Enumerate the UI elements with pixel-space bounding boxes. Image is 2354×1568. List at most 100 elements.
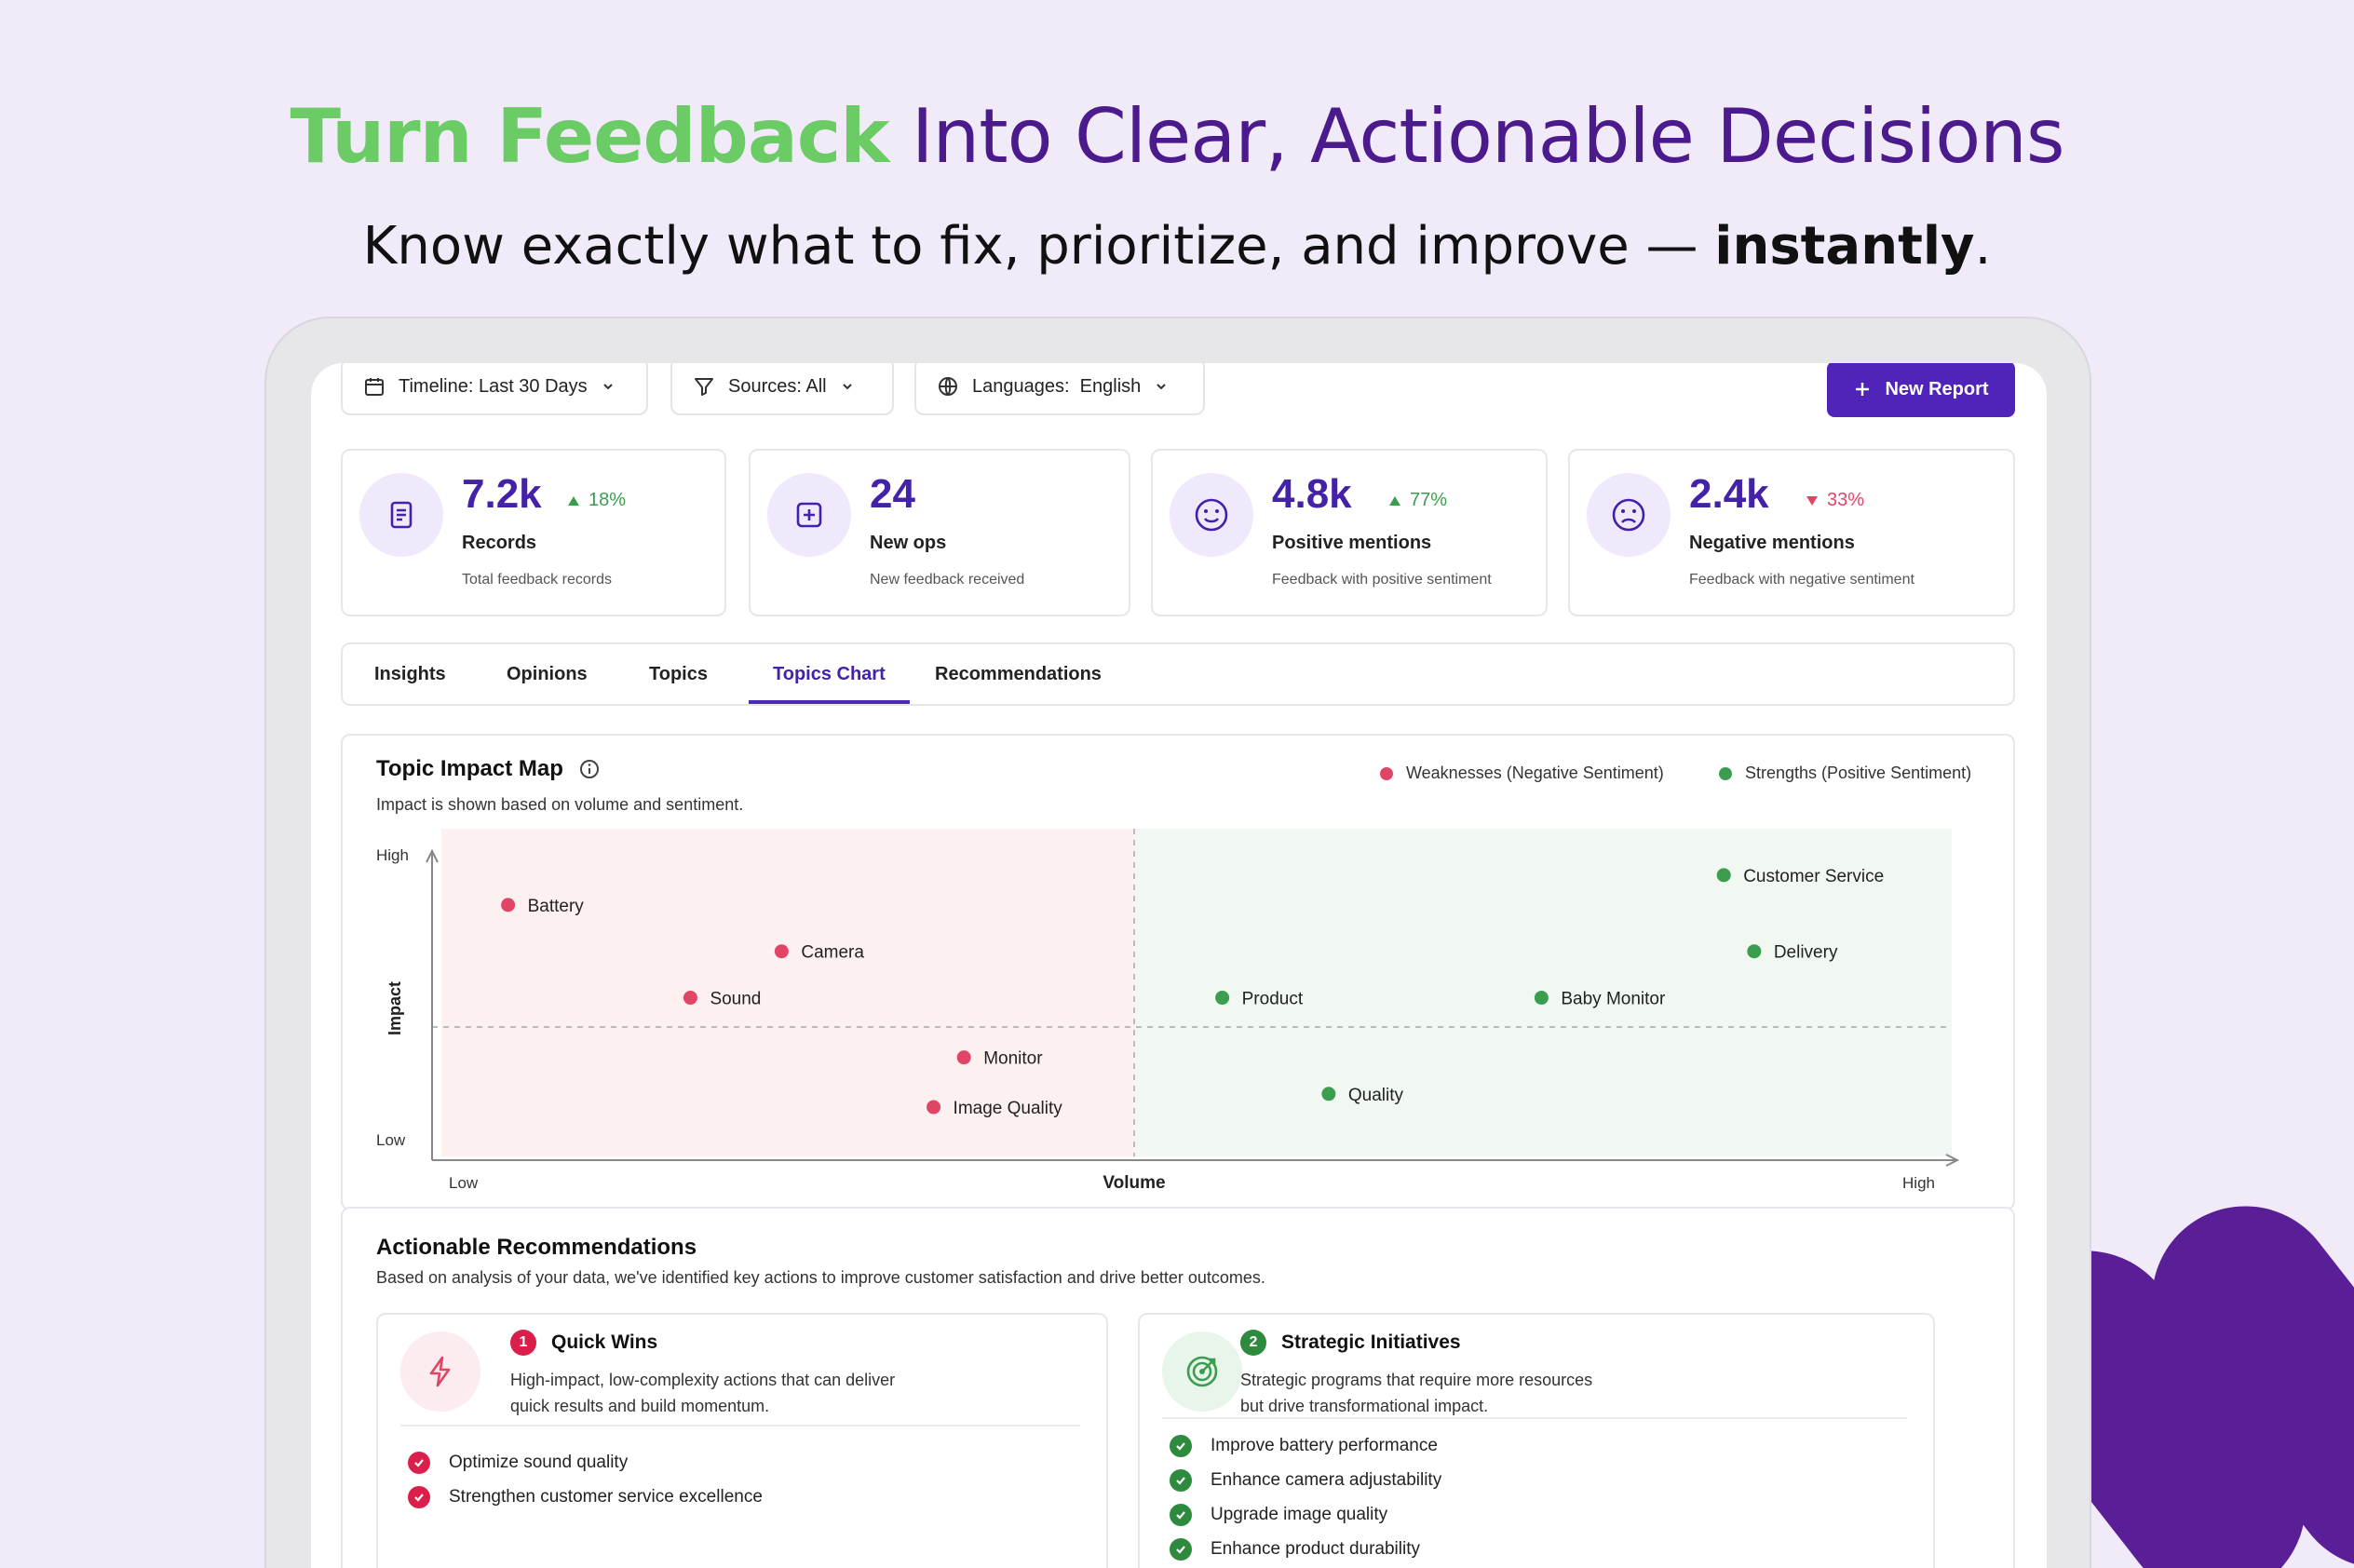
data-point-label: Delivery [1774,943,1838,963]
topic-impact-card: Topic Impact Map Impact is shown based o… [341,734,2015,1210]
data-point-label: Customer Service [1743,867,1884,886]
chart-title-text: Topic Impact Map [376,756,563,781]
list-item: Strengthen customer service excellence [408,1480,763,1514]
stat-trend-value: 77% [1410,490,1448,510]
languages-label: Languages: [972,375,1070,397]
data-point-camera[interactable] [774,944,789,959]
check-icon [408,1451,430,1474]
info-icon[interactable] [578,758,601,780]
tab-topics-chart[interactable]: Topics Chart [749,644,910,704]
tab-insights[interactable]: Insights [374,664,446,684]
data-point-delivery[interactable] [1747,944,1762,959]
hero-title-highlight: Turn Feedback [290,93,889,180]
list-item-label: Upgrade image quality [1211,1504,1388,1524]
quick-wins-heading: 1 Quick Wins [510,1330,657,1356]
tab-bar: Insights Opinions Topics Topics Chart Re… [341,642,2015,706]
chevron-down-icon [1157,384,1166,390]
data-point-label: Image Quality [954,1099,1063,1118]
data-point-battery[interactable] [501,898,516,912]
x-high-label: High [1902,1174,1935,1192]
strategic-list: Improve battery performance Enhance came… [1170,1428,1441,1566]
sources-filter[interactable]: Sources: All [670,363,894,415]
legend-swatch [1380,766,1393,780]
data-point-image-quality[interactable] [927,1100,941,1115]
check-icon [1170,1503,1192,1526]
list-item: Enhance camera adjustability [1170,1463,1441,1497]
plus-icon [1856,383,1870,396]
timeline-filter-label: Timeline: Last 30 Days [399,375,588,397]
hero-subtitle-text: Know exactly what to fix, prioritize, an… [362,216,1715,277]
list-item: Optimize sound quality [408,1445,763,1480]
languages-filter-label: Languages: English [972,376,1141,398]
data-point-quality[interactable] [1321,1087,1336,1102]
chart-subtitle: Impact is shown based on volume and sent… [376,795,744,814]
calendar-icon [365,378,384,396]
list-item-label: Strengthen customer service excellence [449,1486,763,1507]
data-point-sound[interactable] [683,991,697,1006]
stat-value: 24 [870,471,915,517]
y-axis-arrow [426,848,439,863]
tab-recommendations[interactable]: Recommendations [935,664,1102,684]
new-report-button[interactable]: New Report [1827,363,2015,417]
new-report-label: New Report [1885,378,1989,399]
data-point-baby-monitor[interactable] [1534,991,1549,1006]
recommendations-title: Actionable Recommendations [376,1235,697,1260]
filter-icon [695,378,713,396]
timeline-filter[interactable]: Timeline: Last 30 Days [341,363,648,415]
recommendations-subtitle: Based on analysis of your data, we've id… [376,1268,1265,1287]
divider [400,1425,1080,1426]
stat-sub: New feedback received [870,572,1025,588]
tab-topics[interactable]: Topics [649,664,708,684]
languages-filter[interactable]: Languages: English [914,363,1205,415]
stat-label: Records [462,533,537,553]
list-item-label: Enhance camera adjustability [1211,1469,1442,1490]
stat-trend: 18% [566,490,626,511]
hero-subtitle: Know exactly what to fix, prioritize, an… [0,216,2354,277]
legend-swatch [1719,766,1732,780]
stat-card-negative: 2.4k 33% Negative mentions Feedback with… [1568,449,2015,616]
data-point-monitor[interactable] [956,1050,971,1065]
data-point-label: Quality [1348,1086,1404,1105]
tab-opinions[interactable]: Opinions [507,664,588,684]
globe-icon [939,377,957,396]
y-axis-label: Impact [386,981,404,1035]
trend-up-icon [1389,495,1400,506]
stat-value: 7.2k [462,471,542,517]
data-point-product[interactable] [1215,991,1230,1006]
dashboard-screen: Timeline: Last 30 Days Sources: All Lang… [311,363,2047,1568]
stat-card-records: 7.2k 18% Records Total feedback records [341,449,726,616]
trend-up-icon [568,495,579,506]
legend-negative: Weaknesses (Negative Sentiment) [1380,764,1664,783]
recommendations-card: Actionable Recommendations Based on anal… [341,1207,2015,1568]
languages-value: English [1079,375,1142,397]
stat-trend-value: 33% [1827,490,1865,510]
list-item: Upgrade image quality [1170,1497,1441,1532]
data-point-label: Camera [801,943,864,963]
stat-value: 4.8k [1272,471,1352,517]
smile-icon [1170,473,1253,557]
points-layer: Battery Camera Sound Monitor Image Quality Cu… [501,867,1884,1118]
stat-label: Negative mentions [1689,533,1855,553]
description-line: Strategic programs that require more res… [1240,1371,1593,1389]
data-point-customer-service[interactable] [1716,868,1731,883]
legend-positive: Strengths (Positive Sentiment) [1719,764,1971,783]
frown-icon [1587,473,1671,557]
sources-filter-label: Sources: All [728,375,827,397]
stat-sub: Feedback with positive sentiment [1272,572,1492,588]
data-point-label: Battery [528,897,585,916]
x-axis-label: Volume [1103,1173,1165,1193]
description-line: High-impact, low-complexity actions that… [510,1371,896,1389]
x-axis-arrow [1945,1154,1960,1167]
chart-title: Topic Impact Map [376,756,601,782]
stat-trend: 77% [1387,490,1447,511]
chevron-down-icon [842,384,852,390]
quick-wins-description: High-impact, low-complexity actions that… [510,1367,957,1419]
check-icon [1170,1468,1192,1492]
data-point-label: Product [1242,990,1304,1009]
stat-card-positive: 4.8k 77% Positive mentions Feedback with… [1151,449,1548,616]
quick-wins-title: Quick Wins [551,1331,658,1353]
legend-positive-label: Strengths (Positive Sentiment) [1745,764,1972,782]
strategic-heading: 2 Strategic Initiatives [1240,1330,1461,1356]
stat-sub: Total feedback records [462,572,612,588]
strategic-description: Strategic programs that require more res… [1240,1367,1687,1419]
